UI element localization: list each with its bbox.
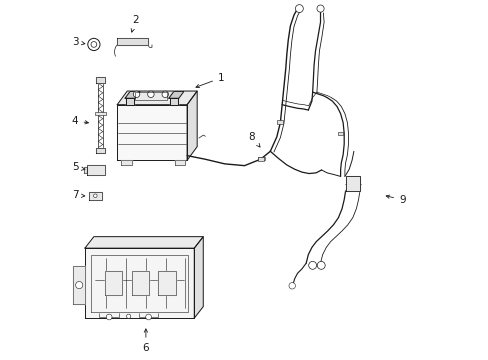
Circle shape	[88, 39, 100, 50]
Polygon shape	[73, 266, 85, 304]
Bar	[94, 112, 106, 116]
Bar	[135, 92, 167, 100]
Text: 8: 8	[248, 132, 260, 147]
Circle shape	[91, 41, 97, 47]
Circle shape	[295, 5, 303, 13]
Polygon shape	[83, 167, 87, 173]
Polygon shape	[187, 91, 197, 160]
Polygon shape	[117, 105, 187, 160]
Polygon shape	[96, 148, 105, 153]
Text: 3: 3	[72, 37, 85, 47]
Circle shape	[147, 91, 154, 98]
Polygon shape	[158, 271, 175, 295]
Text: 5: 5	[72, 162, 85, 172]
Text: 7: 7	[72, 190, 84, 201]
Bar	[257, 157, 263, 161]
Bar	[258, 157, 264, 160]
Polygon shape	[131, 271, 148, 295]
Polygon shape	[117, 39, 147, 45]
Polygon shape	[87, 165, 104, 175]
Polygon shape	[104, 271, 122, 295]
Circle shape	[126, 314, 131, 319]
Polygon shape	[117, 91, 197, 105]
Circle shape	[308, 261, 316, 269]
Circle shape	[133, 91, 140, 98]
Polygon shape	[345, 176, 359, 191]
Polygon shape	[85, 237, 203, 248]
Text: 4: 4	[72, 116, 88, 126]
Circle shape	[106, 314, 112, 320]
Polygon shape	[85, 248, 194, 318]
Polygon shape	[168, 91, 183, 98]
Polygon shape	[96, 77, 105, 83]
Polygon shape	[125, 91, 140, 98]
Circle shape	[288, 283, 295, 289]
Bar	[276, 120, 282, 124]
Circle shape	[317, 261, 325, 269]
Polygon shape	[174, 160, 185, 165]
Text: 1: 1	[196, 73, 224, 87]
Polygon shape	[121, 160, 131, 165]
Polygon shape	[88, 192, 102, 200]
Circle shape	[162, 91, 168, 98]
Text: 9: 9	[386, 195, 405, 205]
Circle shape	[145, 314, 151, 320]
Text: 6: 6	[142, 329, 149, 353]
Text: 2: 2	[131, 15, 138, 32]
Polygon shape	[194, 237, 203, 318]
Polygon shape	[126, 98, 134, 105]
Circle shape	[93, 194, 97, 198]
Circle shape	[76, 282, 82, 289]
Circle shape	[316, 5, 324, 12]
Polygon shape	[169, 98, 178, 105]
Bar	[337, 132, 343, 135]
